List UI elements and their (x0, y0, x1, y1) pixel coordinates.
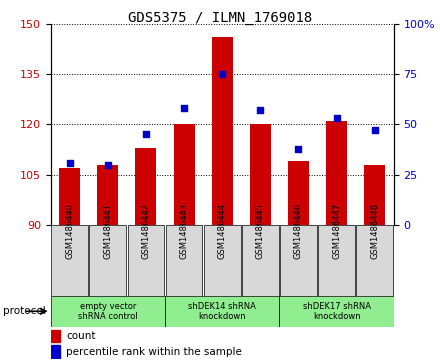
Text: count: count (66, 331, 95, 341)
Bar (51, 225, 88, 296)
Text: GSM1486448: GSM1486448 (370, 203, 379, 259)
Bar (212, 37, 233, 225)
Point (257, 107, 264, 113)
Bar (51, 330, 60, 342)
Bar (288, 161, 309, 225)
Text: GSM1486445: GSM1486445 (256, 203, 265, 259)
Bar (174, 124, 194, 225)
Bar (128, 225, 164, 296)
Text: protocol: protocol (4, 306, 46, 316)
Point (333, 115, 340, 121)
Text: shDEK14 shRNA
knockdown: shDEK14 shRNA knockdown (188, 302, 256, 321)
Bar (166, 225, 202, 296)
Text: GSM1486447: GSM1486447 (332, 203, 341, 259)
Text: empty vector
shRNA control: empty vector shRNA control (78, 302, 138, 321)
Point (219, 71, 226, 77)
Text: GSM1486440: GSM1486440 (65, 203, 74, 259)
Text: percentile rank within the sample: percentile rank within the sample (66, 347, 242, 356)
Text: GSM1486444: GSM1486444 (218, 203, 227, 259)
Bar (51, 296, 165, 327)
Bar (136, 148, 157, 225)
Text: GSM1486443: GSM1486443 (180, 203, 189, 259)
Point (180, 105, 187, 111)
Point (295, 146, 302, 151)
Bar (204, 225, 241, 296)
Text: GSM1486442: GSM1486442 (141, 203, 150, 259)
Bar (242, 225, 279, 296)
Bar (59, 168, 80, 225)
Point (371, 127, 378, 133)
Point (104, 162, 111, 168)
Bar (326, 121, 347, 225)
Text: GDS5375 / ILMN_1769018: GDS5375 / ILMN_1769018 (128, 11, 312, 25)
Text: GSM1486446: GSM1486446 (294, 203, 303, 259)
Bar (279, 296, 394, 327)
Point (66, 160, 73, 166)
Bar (318, 225, 355, 296)
Bar (364, 165, 385, 225)
Bar (97, 165, 118, 225)
Point (143, 131, 150, 137)
Bar (165, 296, 279, 327)
Text: GSM1486441: GSM1486441 (103, 203, 112, 259)
Text: shDEK17 shRNA
knockdown: shDEK17 shRNA knockdown (303, 302, 370, 321)
Bar (51, 345, 60, 358)
Bar (356, 225, 393, 296)
Bar (89, 225, 126, 296)
Bar (280, 225, 317, 296)
Bar (250, 124, 271, 225)
